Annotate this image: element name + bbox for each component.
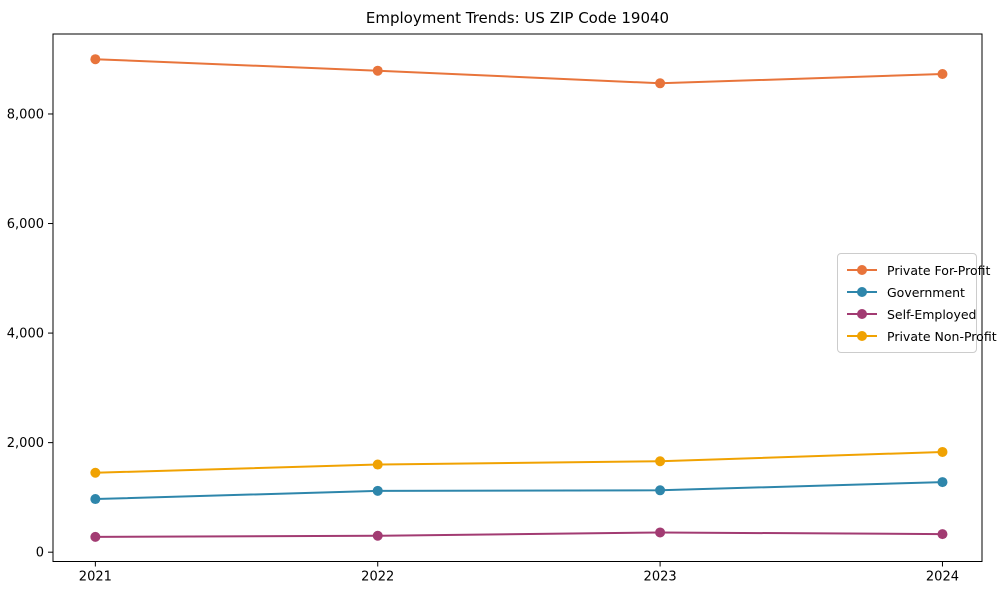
x-tick-label: 2021 (79, 570, 112, 585)
series-private-for-profit (90, 54, 948, 89)
data-point-marker (90, 54, 101, 65)
x-tick-label: 2024 (926, 570, 959, 585)
y-tick-label: 0 (36, 546, 44, 561)
chart-title: Employment Trends: US ZIP Code 19040 (365, 9, 670, 27)
y-tick-label: 8,000 (7, 107, 44, 122)
x-tick-label: 2022 (361, 570, 394, 585)
legend-label: Private Non-Profit (887, 328, 997, 344)
legend-item-private-non-profit: Private Non-Profit (845, 325, 997, 347)
legend-item-government: Government (845, 281, 968, 303)
data-point-marker (655, 527, 666, 538)
y-tick-label: 2,000 (7, 436, 44, 451)
data-point-marker (372, 530, 383, 541)
data-point-marker (655, 485, 666, 496)
y-tick-label: 6,000 (7, 217, 44, 232)
legend-line-marker-icon (847, 265, 877, 275)
series-self-employed (90, 527, 948, 542)
data-point-marker (90, 531, 101, 542)
legend-item-private-for-profit: Private For-Profit (845, 259, 990, 281)
data-point-marker (372, 485, 383, 496)
series-government (90, 477, 948, 505)
data-point-marker (937, 68, 948, 79)
data-point-marker (937, 446, 948, 457)
legend-line-marker-icon (847, 331, 877, 341)
data-point-marker (655, 456, 666, 467)
data-point-marker (90, 494, 101, 505)
legend-line-marker-icon (847, 287, 877, 297)
x-axis-ticks: 2021 2022 2023 2024 (79, 561, 959, 585)
legend-label: Private For-Profit (887, 262, 991, 278)
legend-line-marker-icon (847, 309, 877, 319)
series-private-non-profit (90, 446, 948, 478)
x-tick-label: 2023 (644, 570, 677, 585)
axes-frame (52, 33, 983, 562)
data-point-marker (372, 459, 383, 470)
data-point-marker (90, 467, 101, 478)
data-point-marker (655, 78, 666, 89)
data-point-marker (937, 477, 948, 488)
chart-legend: Private For-Profit Government Self-Emplo… (837, 253, 997, 353)
legend-label: Self-Employed (887, 306, 977, 322)
y-tick-label: 4,000 (7, 327, 44, 342)
legend-label: Government (887, 284, 965, 300)
data-point-marker (372, 65, 383, 76)
data-point-marker (937, 529, 948, 540)
y-axis-ticks: 0 2,000 4,000 6,000 8,000 (7, 107, 53, 561)
legend-item-self-employed: Self-Employed (845, 303, 976, 325)
